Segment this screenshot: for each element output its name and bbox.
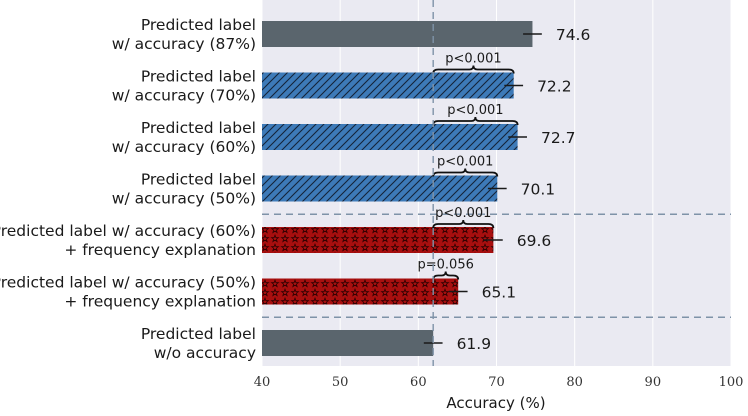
- x-tick-label: 50: [332, 375, 349, 390]
- bar-value-label: 61.9: [457, 335, 492, 353]
- bar-value-label: 69.6: [517, 232, 552, 250]
- x-tick-label: 70: [488, 375, 505, 390]
- y-axis-label: w/ accuracy (50%): [112, 190, 256, 208]
- group-separators: [262, 213, 731, 318]
- p-value-label: p=0.056: [418, 258, 474, 273]
- y-axis-label: w/o accuracy: [154, 344, 256, 362]
- significance-brace: [432, 116, 519, 126]
- x-tick-label: 90: [645, 375, 662, 390]
- y-axis-label: w/ accuracy (60%): [112, 138, 256, 156]
- y-axis-label: Predicted label w/ accuracy (60%): [0, 222, 256, 240]
- bar-value-label: 74.6: [556, 26, 591, 44]
- p-value-label: p<0.001: [437, 155, 493, 170]
- bar-value-label: 70.1: [521, 181, 556, 199]
- x-tick-label: 60: [410, 375, 427, 390]
- bar: [262, 330, 434, 356]
- significance-brace: [432, 219, 495, 229]
- y-axis-label: Predicted label: [141, 119, 256, 137]
- bar: [262, 227, 494, 253]
- bar: [262, 278, 459, 305]
- p-value-label: p<0.001: [447, 103, 503, 118]
- y-axis-label: Predicted label: [141, 16, 256, 34]
- y-axis-label: Predicted label: [141, 68, 256, 86]
- y-axis-label: w/ accuracy (70%): [112, 87, 256, 105]
- bar-value-label: 72.2: [537, 78, 572, 96]
- y-axis-label: w/ accuracy (87%): [112, 35, 256, 53]
- bar-value-label: 72.7: [541, 129, 576, 147]
- bar: [262, 21, 533, 47]
- bar: [262, 72, 514, 99]
- y-axis-label: + frequency explanation: [64, 293, 256, 311]
- significance-brace: [432, 271, 460, 280]
- bar: [262, 124, 518, 150]
- y-axis-label: Predicted label: [141, 171, 256, 189]
- bars-layer: 74.6 72.2 p<0.001 72.7 p<0.001 70.1 p<0.001 69.…: [262, 21, 590, 356]
- bar: [262, 175, 498, 202]
- x-tick-label: 100: [719, 375, 744, 390]
- x-tick-label: 40: [254, 375, 271, 390]
- y-axis-label: + frequency explanation: [64, 241, 256, 259]
- y-axis-label: Predicted label w/ accuracy (50%): [0, 274, 256, 292]
- p-value-label: p<0.001: [445, 52, 501, 67]
- p-value-label: p<0.001: [435, 206, 491, 221]
- significance-brace: [432, 65, 515, 74]
- x-tick-label: 80: [566, 375, 583, 390]
- x-axis-ticks: 40 50 60 70 80 90 100: [254, 375, 744, 390]
- significance-brace: [432, 168, 499, 177]
- y-axis-label: Predicted label: [141, 325, 256, 343]
- bar-value-label: 65.1: [482, 284, 517, 302]
- x-axis-title: Accuracy (%): [446, 394, 545, 412]
